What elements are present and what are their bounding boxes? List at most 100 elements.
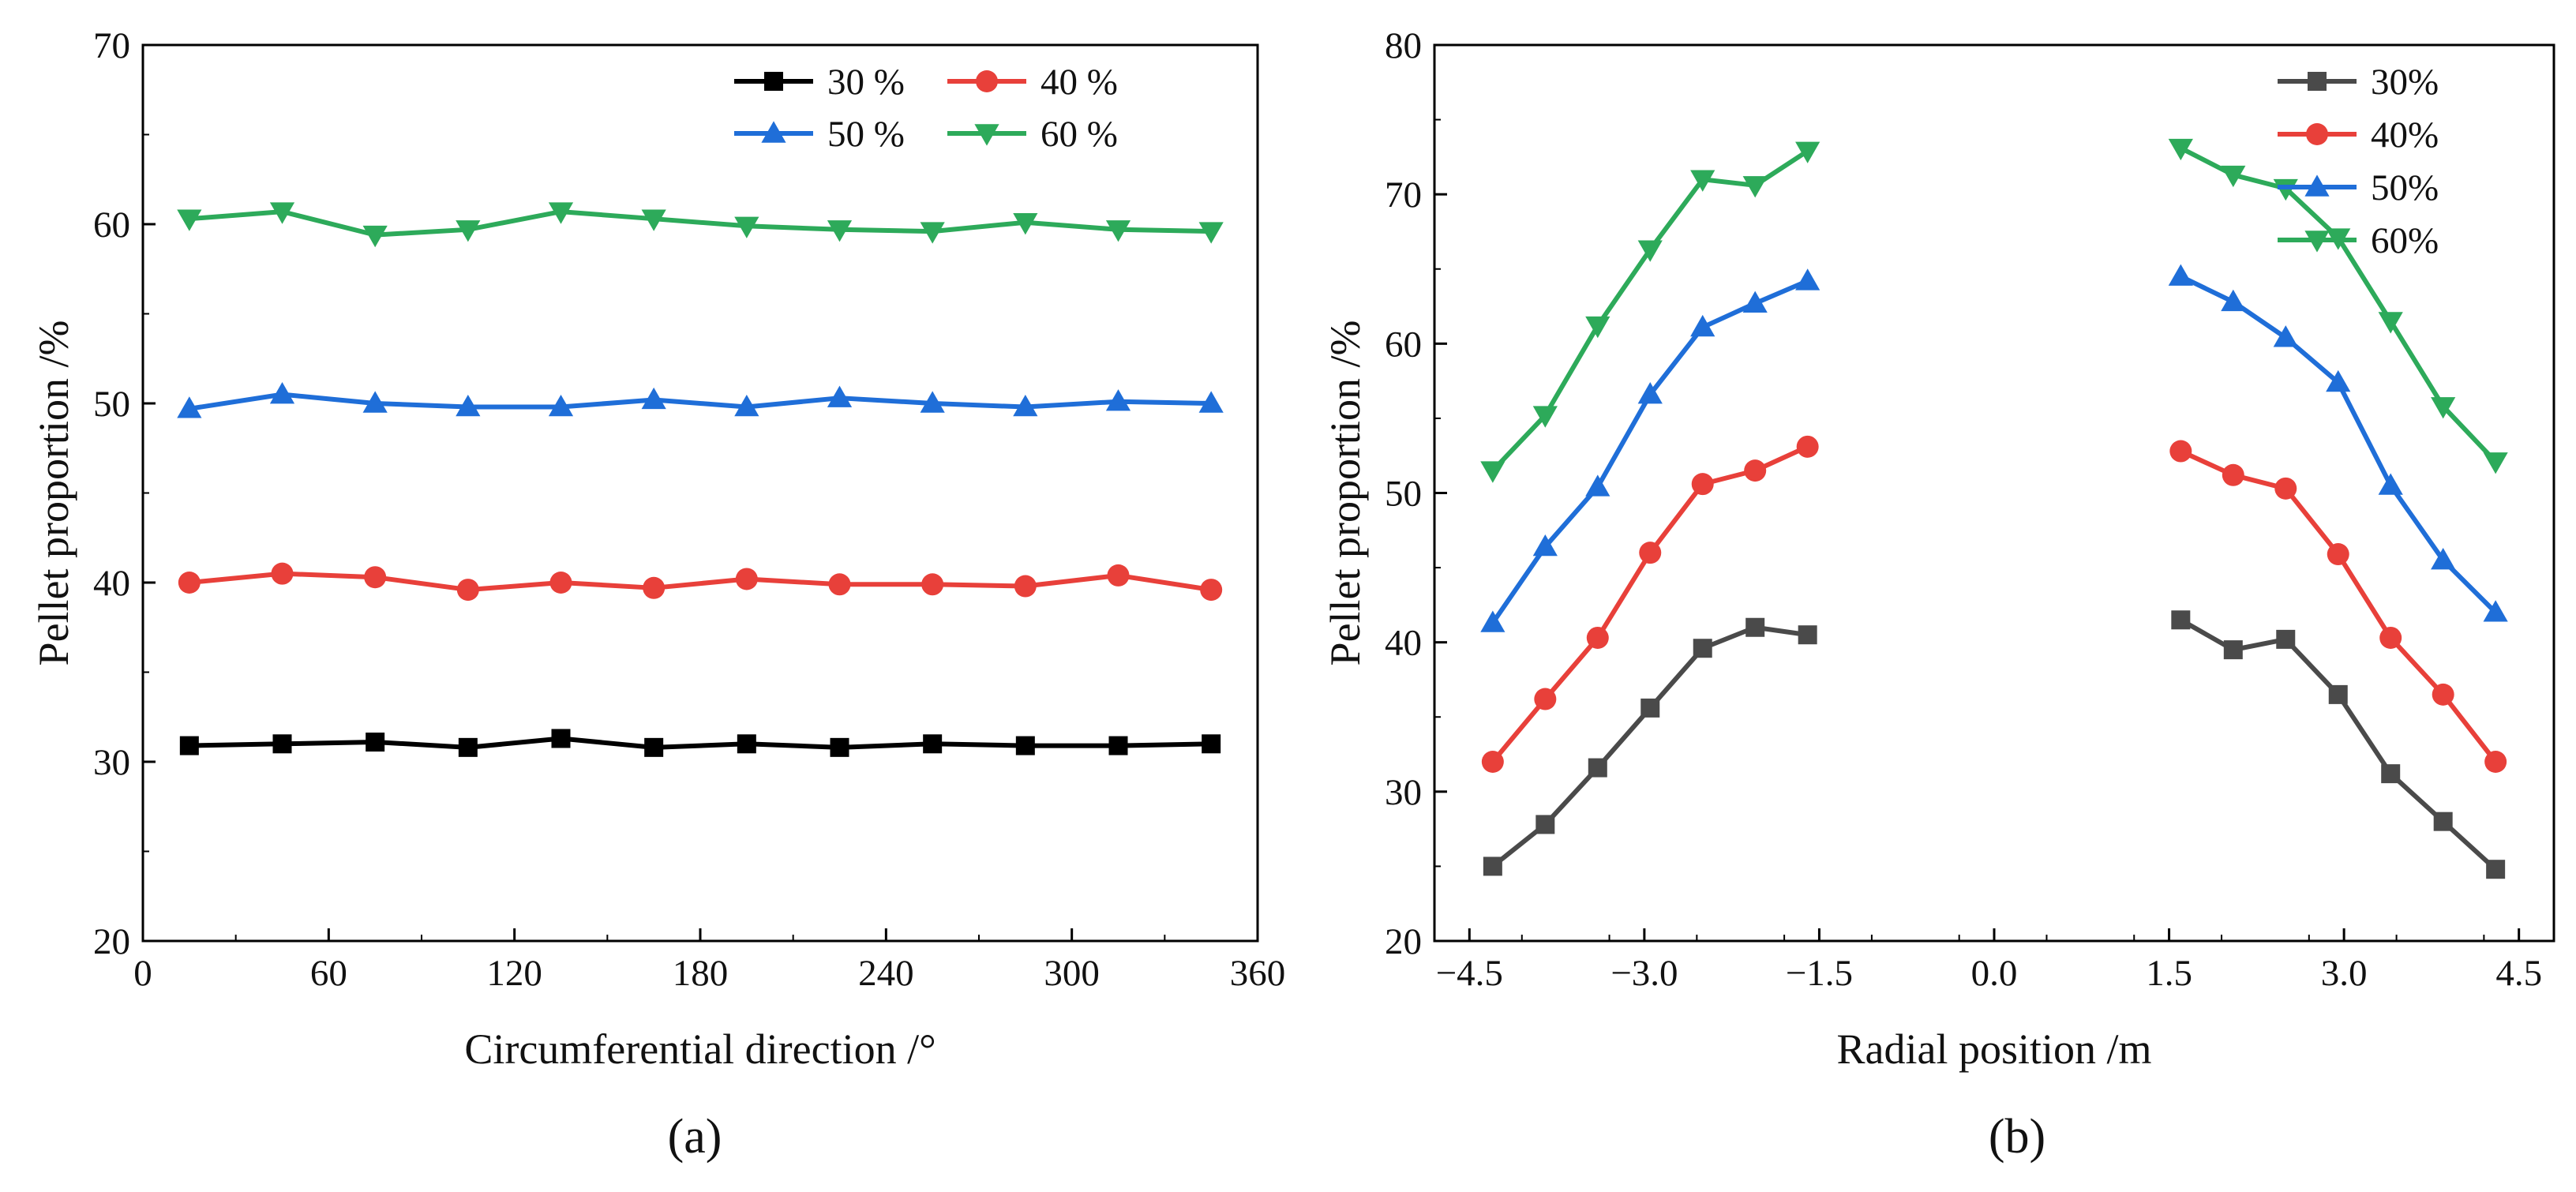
data-point <box>1744 459 1767 482</box>
x-tick-label: 120 <box>486 953 542 994</box>
data-point <box>1014 575 1037 598</box>
y-axis-title: Pellet proportion /% <box>30 320 77 666</box>
data-point <box>2483 600 2508 622</box>
x-tick-label: 300 <box>1044 953 1100 994</box>
y-tick-label: 70 <box>1385 174 1422 216</box>
data-point <box>2168 138 2193 161</box>
data-point <box>1198 391 1224 413</box>
y-tick-label: 20 <box>93 921 130 962</box>
y-axis-title: Pellet proportion /% <box>1322 320 1369 666</box>
data-point <box>641 387 666 410</box>
data-point <box>2433 812 2453 831</box>
series-line <box>1490 279 1809 624</box>
data-point <box>1013 394 1038 417</box>
data-point <box>2222 463 2244 486</box>
legend-label: 60 % <box>1041 114 1118 155</box>
data-point <box>2378 473 2403 495</box>
data-point <box>1640 698 1660 718</box>
data-point <box>1105 220 1131 242</box>
data-point <box>1690 170 1715 192</box>
panel-caption: (a) <box>668 1110 722 1164</box>
data-point <box>644 737 664 757</box>
data-point <box>2432 683 2454 706</box>
data-point <box>2378 312 2403 334</box>
y-tick-label: 80 <box>1385 25 1422 66</box>
series-line <box>189 392 1212 411</box>
x-tick-label: 4.5 <box>2495 953 2542 994</box>
data-point <box>2379 626 2402 649</box>
chart-a: 0 60 120 180 240 300 360 20 30 40 50 60 70 Circumfere… <box>30 25 1285 1164</box>
chart-b: −4.5 −3.0 −1.5 0.0 1.5 3.0 4.5 20 30 40 50 60 70 80 Ra… <box>1322 25 2555 1164</box>
data-point <box>2328 684 2348 704</box>
data-point <box>2223 640 2243 660</box>
x-tick-label: −1.5 <box>1786 953 1853 994</box>
data-point <box>643 576 666 599</box>
x-axis-title: Radial position /m <box>1837 1025 2152 1073</box>
data-point <box>1107 564 1130 587</box>
data-point <box>1637 240 1663 262</box>
y-tick-label: 70 <box>93 25 130 66</box>
data-point <box>1637 382 1663 404</box>
x-tick-label: −3.0 <box>1610 953 1678 994</box>
y-tick-label: 20 <box>1385 921 1422 962</box>
data-point <box>2327 543 2349 566</box>
data-point <box>1742 291 1768 313</box>
data-point <box>734 216 759 238</box>
data-point <box>1742 176 1768 198</box>
x-tick-label: 60 <box>310 953 347 994</box>
data-point <box>179 736 199 755</box>
data-point <box>1585 316 1610 339</box>
data-point <box>2431 548 2456 570</box>
data-point <box>1586 626 1609 649</box>
x-tick-label: 3.0 <box>2321 953 2368 994</box>
data-point <box>1480 610 1505 632</box>
x-tick-label: 1.5 <box>2146 953 2192 994</box>
data-point <box>272 734 292 754</box>
data-point <box>1108 736 1128 755</box>
data-point <box>1691 473 1714 496</box>
data-point <box>2326 369 2351 392</box>
data-point <box>458 737 478 757</box>
data-point <box>1480 461 1505 483</box>
y-tick-label: 40 <box>1385 623 1422 664</box>
legend-label: 40% <box>2371 114 2439 156</box>
x-tick-label: 240 <box>858 953 914 994</box>
data-point <box>1798 625 1817 645</box>
x-axis-title: Circumferential direction /° <box>464 1025 936 1073</box>
data-point <box>1795 141 1820 163</box>
x-tick-label: 0 <box>133 953 152 994</box>
x-tick-label: 180 <box>673 953 729 994</box>
y-tick-label: 60 <box>93 204 130 246</box>
data-point <box>548 202 574 224</box>
series-line <box>189 209 1212 238</box>
data-point <box>1202 734 1221 754</box>
legend-marker <box>976 70 998 92</box>
legend-label: 50% <box>2371 167 2439 208</box>
legend-marker <box>761 121 786 143</box>
data-point <box>2274 477 2297 500</box>
data-point <box>2484 751 2507 773</box>
panel-caption: (b) <box>1989 1110 2045 1164</box>
legend-label: 40 % <box>1041 62 1118 103</box>
data-point <box>362 391 388 413</box>
data-point <box>920 222 945 244</box>
legend-marker <box>764 72 783 91</box>
data-point <box>828 573 851 596</box>
data-point <box>923 734 943 754</box>
data-point <box>2273 178 2298 201</box>
data-point <box>1198 222 1224 244</box>
data-point <box>456 220 481 242</box>
y-tick-label: 40 <box>93 563 130 604</box>
data-point <box>827 385 853 407</box>
y-tick-label: 30 <box>93 742 130 783</box>
data-point <box>830 737 849 757</box>
data-point <box>2221 165 2246 188</box>
data-point <box>1483 857 1502 876</box>
legend-label: 30 % <box>827 62 905 103</box>
data-point <box>1532 534 1558 557</box>
series-line <box>2180 448 2498 763</box>
data-point <box>2431 397 2456 419</box>
series-line <box>189 736 1212 750</box>
x-tick-label: 360 <box>1230 953 1286 994</box>
